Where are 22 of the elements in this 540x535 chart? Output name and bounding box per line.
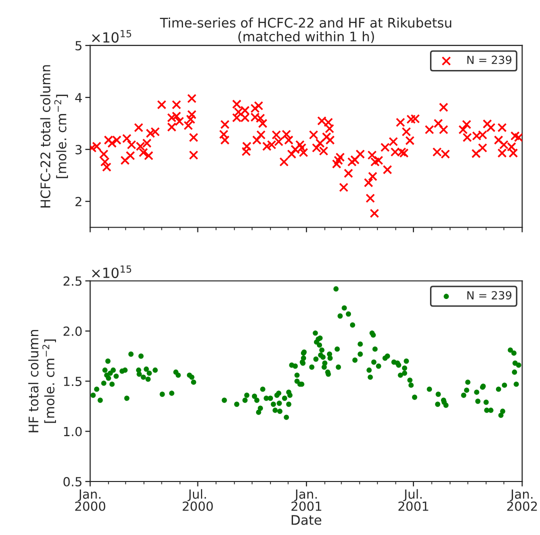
y-tick-label: 2.5	[64, 276, 82, 286]
y-tick-label: 1.5	[64, 376, 82, 386]
chart-title: Time-series of HCFC-22 and HF at Rikubetsu (matched within 1 h)	[160, 18, 452, 44]
x-tick-label: Jul. 2001	[398, 489, 428, 511]
y-axis-title: HF total column [mole. cm$^{−2}$]	[28, 330, 56, 432]
text: ×10$^{15}$	[92, 30, 132, 43]
x-tick-label: Jan. 2001	[291, 490, 322, 511]
x-tick-label: Jan. 2002	[507, 490, 537, 511]
y-tick-label: 2	[76, 196, 82, 206]
y-axis-title: HCFC-22 total column [mole. cm$^{−2}$]	[40, 65, 68, 208]
y-tick-label: 4	[75, 93, 82, 102]
y-tick-label: 5	[76, 41, 82, 50]
y-tick-label: 1.0	[64, 426, 82, 436]
legend-label: N = 239	[467, 56, 512, 64]
x-tick-label: Jul. 2000	[182, 489, 213, 511]
y-tick-label: 3	[76, 144, 82, 154]
legend-label: N = 239	[467, 291, 512, 300]
y-tick-label: 0.5	[63, 476, 82, 486]
x-tick-label: Jan. 2000	[75, 490, 106, 511]
x-axis-title: Date	[292, 515, 322, 525]
y-tick-label: 2.0	[64, 326, 82, 336]
text: ×10$^{15}$	[92, 265, 132, 278]
